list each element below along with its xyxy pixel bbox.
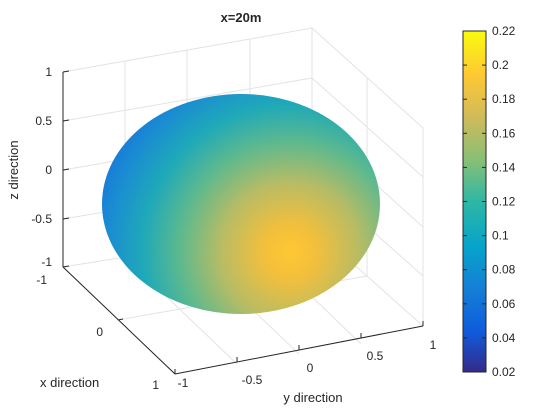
z-tick-label: 1 xyxy=(45,65,52,79)
x-axis-line xyxy=(62,266,176,375)
y-tick-label: 0.5 xyxy=(367,349,384,363)
colorbar: 0.22 0.2 0.18 0.16 0.14 0.12 0.1 0.08 0.06 0.04 0.… xyxy=(462,24,516,379)
y-axis-label: y direction xyxy=(283,390,342,405)
colorbar-tick-label: 0.2 xyxy=(492,58,509,72)
x-tick-label: -1 xyxy=(36,273,47,287)
y-tick-label: -1 xyxy=(178,376,189,390)
x-axis-label: x direction xyxy=(40,375,99,390)
colorbar-tick-label: 0.08 xyxy=(492,263,516,277)
sphere-surface xyxy=(102,94,380,314)
colorbar-tick-label: 0.22 xyxy=(492,24,516,38)
z-tick-label: -0.5 xyxy=(31,212,52,226)
y-tick-label: 1 xyxy=(430,338,437,352)
colorbar-tick-label: 0.14 xyxy=(492,160,516,174)
colorbar-tick-labels: 0.22 0.2 0.18 0.16 0.14 0.12 0.1 0.08 0.06 0.04 0.… xyxy=(492,24,516,379)
x-tick-label: 1 xyxy=(152,378,159,392)
chart-title: x=20m xyxy=(221,10,262,25)
colorbar-tick-label: 0.16 xyxy=(492,126,516,140)
colorbar-tick-label: 0.1 xyxy=(492,229,509,243)
y-tick-labels: -1 -0.5 0 0.5 1 xyxy=(178,338,437,390)
colorbar-tick-label: 0.04 xyxy=(492,331,516,345)
colorbar-tick-label: 0.06 xyxy=(492,297,516,311)
y-tick-label: 0 xyxy=(307,361,314,375)
tick-marks xyxy=(62,70,424,374)
z-tick-label: 0.5 xyxy=(35,114,52,128)
colorbar-ticks xyxy=(463,30,486,373)
sphere xyxy=(102,94,380,314)
colorbar-tick-label: 0.12 xyxy=(492,195,516,209)
z-axis-label: z direction xyxy=(6,140,21,199)
colorbar-tick-label: 0.18 xyxy=(492,92,516,106)
x-tick-labels: -1 0 1 xyxy=(36,273,159,392)
colorbar-tick-label: 0.02 xyxy=(492,365,516,379)
y-tick-label: -0.5 xyxy=(242,373,263,387)
z-tick-label: 0 xyxy=(45,163,52,177)
x-tick-label: 0 xyxy=(96,325,103,339)
z-tick-labels: 1 0.5 0 -0.5 -1 xyxy=(31,65,52,269)
z-tick-label: -1 xyxy=(41,255,52,269)
